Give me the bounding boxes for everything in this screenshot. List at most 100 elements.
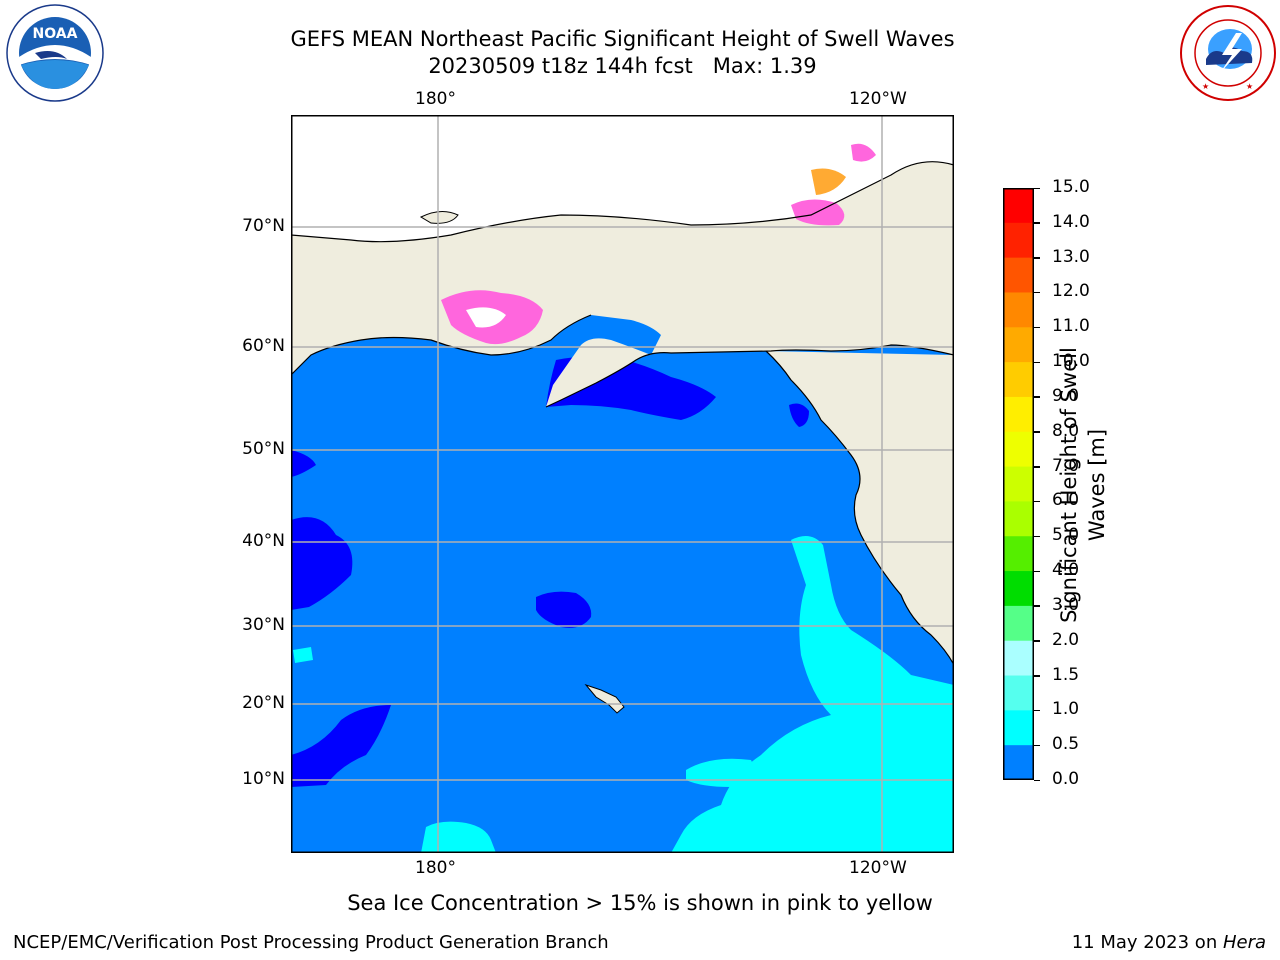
top-lon-label-180: 180° bbox=[415, 89, 456, 109]
sea-ice-bering-white bbox=[466, 307, 506, 328]
colorbar-segment bbox=[1003, 362, 1034, 398]
sea-ice-note: Sea Ice Concentration > 15% is shown in … bbox=[347, 891, 933, 915]
colorbar-tick-mark bbox=[1034, 187, 1040, 189]
colorbar-tick-label: 9.0 bbox=[1052, 385, 1080, 406]
colorbar-tick-label: 15.0 bbox=[1052, 177, 1090, 197]
map-gridlines bbox=[291, 115, 954, 853]
colorbar-tick-mark bbox=[1034, 640, 1040, 642]
top-lon-label-120w: 120°W bbox=[849, 89, 907, 109]
colorbar-tick-mark bbox=[1034, 500, 1040, 503]
lat-label-30n: 30°N bbox=[242, 615, 285, 635]
swell-region-dark-west bbox=[291, 517, 353, 610]
colorbar-tick-label: 10.0 bbox=[1052, 351, 1090, 372]
colorbar-tick-mark bbox=[1034, 257, 1040, 259]
colorbar-tick-label: 6.0 bbox=[1052, 490, 1080, 511]
colorbar-tick-label: 0.5 bbox=[1052, 734, 1080, 755]
colorbar-tick-label: 11.0 bbox=[1052, 316, 1090, 337]
nws-logo: ★ ★ bbox=[1178, 3, 1278, 103]
colorbar-segment bbox=[1003, 257, 1034, 293]
lat-label-20n: 20°N bbox=[242, 693, 285, 713]
colorbar-segment bbox=[1003, 536, 1034, 572]
footer-organization: NCEP/EMC/Verification Post Processing Pr… bbox=[13, 932, 609, 953]
swell-region-dark-coast bbox=[789, 403, 809, 427]
colorbar bbox=[1003, 188, 1034, 780]
colorbar-frame bbox=[1003, 188, 1034, 780]
colorbar-segment bbox=[1003, 292, 1034, 328]
noaa-logo-text: NOAA bbox=[33, 26, 78, 42]
colorbar-tick-mark bbox=[1034, 535, 1040, 538]
swell-region-dark-northwest bbox=[291, 450, 316, 477]
colorbar-segment bbox=[1003, 188, 1034, 224]
lat-label-70n: 70°N bbox=[242, 216, 285, 236]
svg-text:★: ★ bbox=[1246, 82, 1253, 91]
colorbar-tick-mark bbox=[1034, 222, 1040, 224]
colorbar-tick-label: 4.0 bbox=[1052, 560, 1080, 581]
colorbar-segment bbox=[1003, 431, 1034, 468]
colorbar-tick-mark bbox=[1034, 291, 1040, 294]
colorbar-segment bbox=[1003, 466, 1034, 502]
colorbar-tick-label: 7.0 bbox=[1052, 455, 1080, 476]
colorbar-tick-label: 0.0 bbox=[1052, 769, 1080, 789]
swell-region-dark-southwest bbox=[291, 705, 391, 787]
colorbar-tick-mark bbox=[1034, 466, 1040, 468]
noaa-logo: NOAA bbox=[5, 3, 105, 103]
lat-label-50n: 50°N bbox=[242, 439, 285, 459]
bottom-lon-label-180: 180° bbox=[415, 858, 456, 878]
coastline-north-america-west bbox=[765, 350, 954, 666]
sea-ice-beaufort-pink bbox=[791, 199, 845, 226]
colorbar-tick-label: 1.5 bbox=[1052, 664, 1080, 685]
swell-region-light-south bbox=[421, 821, 496, 853]
colorbar-tick-mark bbox=[1034, 361, 1040, 364]
colorbar-tick-label: 14.0 bbox=[1052, 211, 1090, 232]
colorbar-tick-mark bbox=[1034, 709, 1040, 712]
svg-text:★: ★ bbox=[1202, 82, 1209, 91]
lat-label-10n: 10°N bbox=[242, 769, 285, 789]
colorbar-tick-mark bbox=[1034, 779, 1040, 781]
colorbar-tick-mark bbox=[1034, 326, 1040, 329]
colorbar-segment bbox=[1003, 396, 1034, 433]
colorbar-segment bbox=[1003, 710, 1034, 746]
colorbar-segment bbox=[1003, 571, 1034, 607]
colorbar-segment bbox=[1003, 675, 1034, 711]
coastline-arctic bbox=[291, 161, 954, 243]
colorbar-label-line1: Significant Height of Swell bbox=[1057, 347, 1081, 623]
colorbar-tick-mark bbox=[1034, 675, 1040, 677]
colorbar-segment bbox=[1003, 745, 1034, 780]
footer-machine: Hera bbox=[1222, 932, 1266, 953]
colorbar-label-line2: Waves [m] bbox=[1085, 428, 1109, 542]
colorbar-tick-label: 3.0 bbox=[1052, 594, 1080, 615]
swell-region-light-west bbox=[293, 647, 313, 663]
colorbar-segment bbox=[1003, 501, 1034, 537]
colorbar-segment bbox=[1003, 605, 1034, 642]
swell-region-dark-central bbox=[536, 591, 592, 628]
coastline-alaska-peninsula bbox=[545, 352, 672, 408]
lat-label-40n: 40°N bbox=[242, 531, 285, 551]
arctic-ocean-no-data bbox=[291, 115, 954, 242]
map-frame bbox=[291, 115, 954, 853]
colorbar-tick-label: 12.0 bbox=[1052, 281, 1090, 302]
sea-ice-arctic-pink bbox=[851, 143, 876, 162]
map-title: GEFS MEAN Northeast Pacific Significant … bbox=[290, 27, 955, 51]
swell-height-map bbox=[291, 115, 954, 853]
colorbar-tick-mark bbox=[1034, 570, 1040, 573]
sea-ice-beaufort-orange bbox=[811, 168, 846, 195]
colorbar-tick-mark bbox=[1034, 396, 1040, 398]
colorbar-segment bbox=[1003, 222, 1034, 259]
colorbar-tick-mark bbox=[1034, 605, 1040, 607]
colorbar-tick-label: 1.0 bbox=[1052, 699, 1080, 720]
colorbar-tick-mark bbox=[1034, 431, 1040, 433]
colorbar-tick-label: 8.0 bbox=[1052, 420, 1080, 441]
colorbar-tick-label: 5.0 bbox=[1052, 525, 1080, 546]
map-subtitle: 20230509 t18z 144h fcst Max: 1.39 bbox=[428, 54, 817, 78]
colorbar-segment bbox=[1003, 640, 1034, 677]
colorbar-segment bbox=[1003, 327, 1034, 363]
land-north-america bbox=[766, 351, 954, 665]
colorbar-tick-label: 13.0 bbox=[1052, 246, 1090, 267]
land-hawaii bbox=[584, 683, 625, 714]
colorbar-tick-label: 2.0 bbox=[1052, 629, 1080, 650]
bottom-lon-label-120w: 120°W bbox=[849, 858, 907, 878]
footer-date-text: 11 May 2023 on bbox=[1071, 932, 1223, 953]
colorbar-tick-mark bbox=[1034, 744, 1040, 747]
footer-date: 11 May 2023 on Hera bbox=[1072, 932, 1266, 953]
lat-label-60n: 60°N bbox=[242, 336, 285, 356]
